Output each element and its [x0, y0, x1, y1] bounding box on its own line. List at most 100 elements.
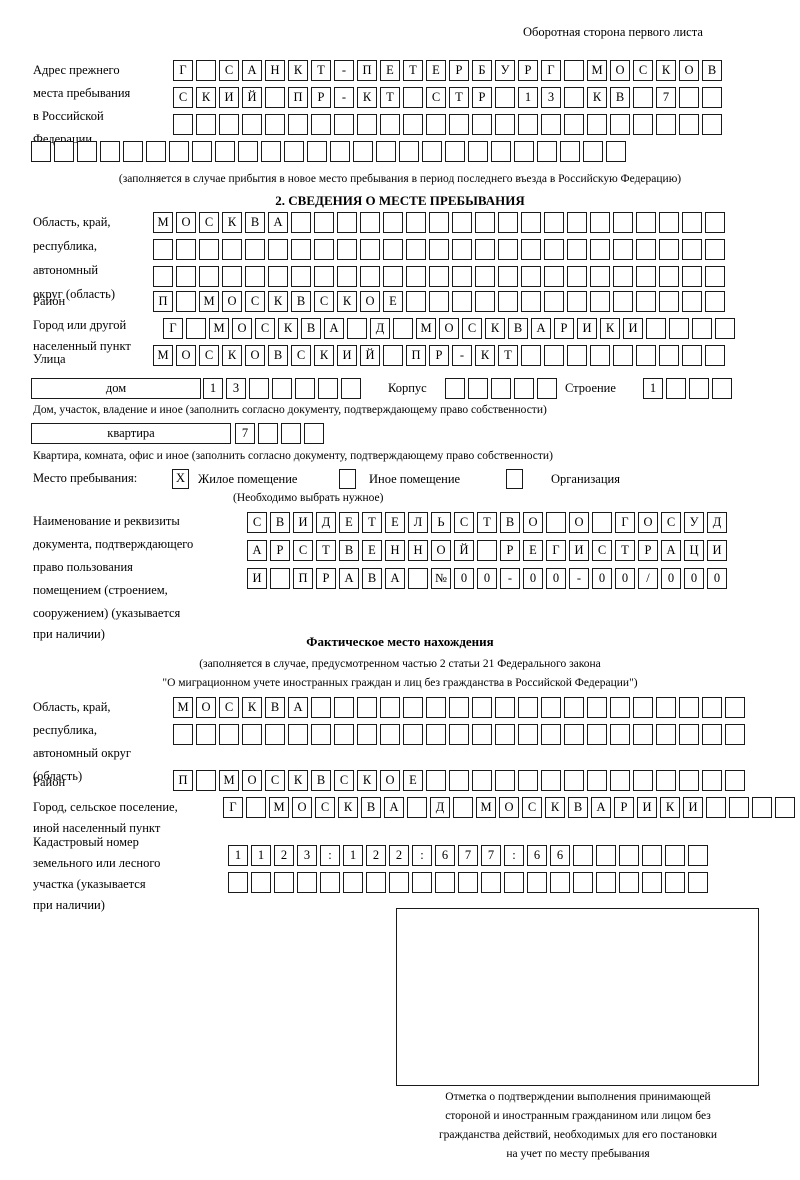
- char-cell[interactable]: Н: [265, 60, 285, 81]
- char-cell[interactable]: П: [153, 291, 173, 312]
- char-cell[interactable]: [613, 291, 633, 312]
- char-cell[interactable]: 0: [707, 568, 727, 589]
- char-cell[interactable]: Т: [380, 87, 400, 108]
- char-cell[interactable]: [403, 724, 423, 745]
- char-cell[interactable]: О: [176, 212, 196, 233]
- char-cell[interactable]: [537, 141, 557, 162]
- char-cell[interactable]: [679, 697, 699, 718]
- char-cell[interactable]: И: [683, 797, 703, 818]
- char-cell[interactable]: [176, 291, 196, 312]
- char-cell[interactable]: [481, 872, 501, 893]
- char-cell[interactable]: [337, 212, 357, 233]
- char-cell[interactable]: [429, 266, 449, 287]
- char-cell[interactable]: О: [380, 770, 400, 791]
- char-cell[interactable]: [560, 141, 580, 162]
- char-cell[interactable]: [249, 378, 269, 399]
- char-cell[interactable]: [495, 770, 515, 791]
- char-cell[interactable]: -: [569, 568, 589, 589]
- char-cell[interactable]: 2: [274, 845, 294, 866]
- char-cell[interactable]: П: [288, 87, 308, 108]
- char-cell[interactable]: [246, 797, 266, 818]
- char-cell[interactable]: [518, 724, 538, 745]
- char-cell[interactable]: [406, 266, 426, 287]
- char-cell[interactable]: [592, 512, 612, 533]
- char-cell[interactable]: Р: [638, 540, 658, 561]
- char-cell[interactable]: П: [173, 770, 193, 791]
- char-cell[interactable]: 3: [297, 845, 317, 866]
- char-cell[interactable]: [406, 239, 426, 260]
- char-cell[interactable]: [426, 724, 446, 745]
- char-cell[interactable]: [242, 724, 262, 745]
- char-cell[interactable]: О: [638, 512, 658, 533]
- char-cell[interactable]: [642, 872, 662, 893]
- char-cell[interactable]: [219, 724, 239, 745]
- char-cell[interactable]: Т: [615, 540, 635, 561]
- char-cell[interactable]: [666, 378, 686, 399]
- char-cell[interactable]: [314, 212, 334, 233]
- char-cell[interactable]: Т: [477, 512, 497, 533]
- char-cell[interactable]: [215, 141, 235, 162]
- char-cell[interactable]: [318, 378, 338, 399]
- char-cell[interactable]: [521, 239, 541, 260]
- char-cell[interactable]: Т: [498, 345, 518, 366]
- char-cell[interactable]: [196, 724, 216, 745]
- char-cell[interactable]: [449, 724, 469, 745]
- char-cell[interactable]: [633, 114, 653, 135]
- char-cell[interactable]: [123, 141, 143, 162]
- char-cell[interactable]: [311, 114, 331, 135]
- char-cell[interactable]: [636, 291, 656, 312]
- char-cell[interactable]: [752, 797, 772, 818]
- char-cell[interactable]: И: [637, 797, 657, 818]
- char-cell[interactable]: И: [337, 345, 357, 366]
- char-cell[interactable]: [659, 345, 679, 366]
- char-cell[interactable]: О: [360, 291, 380, 312]
- char-cell[interactable]: [238, 141, 258, 162]
- char-cell[interactable]: [514, 378, 534, 399]
- char-cell[interactable]: М: [587, 60, 607, 81]
- char-cell[interactable]: [633, 697, 653, 718]
- char-cell[interactable]: [295, 378, 315, 399]
- char-cell[interactable]: [265, 87, 285, 108]
- checkbox-other-premises[interactable]: [339, 469, 356, 489]
- char-cell[interactable]: Е: [385, 512, 405, 533]
- char-cell[interactable]: Е: [339, 512, 359, 533]
- char-cell[interactable]: [610, 114, 630, 135]
- char-cell[interactable]: П: [406, 345, 426, 366]
- char-cell[interactable]: [613, 266, 633, 287]
- char-cell[interactable]: В: [362, 568, 382, 589]
- char-cell[interactable]: [357, 724, 377, 745]
- char-cell[interactable]: О: [439, 318, 459, 339]
- char-cell[interactable]: [196, 770, 216, 791]
- char-cell[interactable]: С: [293, 540, 313, 561]
- char-cell[interactable]: [251, 872, 271, 893]
- char-cell[interactable]: А: [339, 568, 359, 589]
- char-cell[interactable]: -: [500, 568, 520, 589]
- char-cell[interactable]: С: [454, 512, 474, 533]
- char-cell[interactable]: [705, 345, 725, 366]
- flat-cells[interactable]: 7: [235, 423, 324, 444]
- char-cell[interactable]: Д: [316, 512, 336, 533]
- char-cell[interactable]: [564, 60, 584, 81]
- char-cell[interactable]: [284, 141, 304, 162]
- char-cell[interactable]: [665, 845, 685, 866]
- char-cell[interactable]: [452, 291, 472, 312]
- char-cell[interactable]: [546, 512, 566, 533]
- char-cell[interactable]: О: [679, 60, 699, 81]
- char-cell[interactable]: [261, 141, 281, 162]
- char-cell[interactable]: [498, 212, 518, 233]
- char-cell[interactable]: [705, 239, 725, 260]
- char-cell[interactable]: [587, 724, 607, 745]
- char-cell[interactable]: 0: [661, 568, 681, 589]
- char-cell[interactable]: В: [610, 87, 630, 108]
- char-cell[interactable]: [564, 87, 584, 108]
- char-cell[interactable]: В: [291, 291, 311, 312]
- char-cell[interactable]: [550, 872, 570, 893]
- char-cell[interactable]: [682, 291, 702, 312]
- char-cell[interactable]: Е: [403, 770, 423, 791]
- char-cell[interactable]: О: [245, 345, 265, 366]
- char-cell[interactable]: [320, 872, 340, 893]
- char-cell[interactable]: В: [361, 797, 381, 818]
- char-cell[interactable]: Р: [449, 60, 469, 81]
